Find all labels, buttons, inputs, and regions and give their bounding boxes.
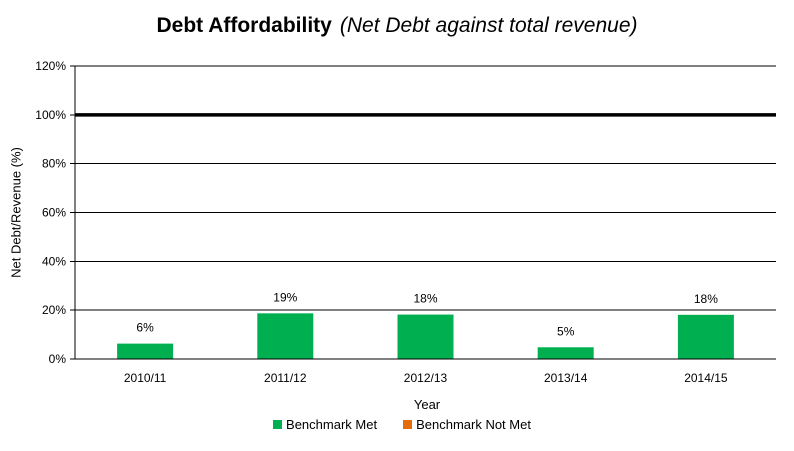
x-tick-label: 2010/11	[124, 371, 167, 385]
bar	[257, 313, 314, 359]
x-tick-label: 2012/13	[404, 371, 448, 385]
x-tick-label: 2013/14	[544, 371, 588, 385]
y-tick-label: 40%	[42, 254, 66, 268]
x-tick-label: 2011/12	[264, 371, 307, 385]
chart-title-main: Debt Affordability	[156, 14, 332, 37]
y-tick-label: 60%	[42, 206, 66, 220]
legend-label-benchmark-not-met: Benchmark Not Met	[416, 417, 531, 432]
legend-swatch-benchmark-not-met	[403, 420, 413, 429]
bar	[117, 343, 174, 359]
y-tick-label: 80%	[42, 157, 66, 171]
bar	[677, 314, 734, 359]
data-label: 18%	[694, 292, 718, 306]
data-label: 18%	[413, 292, 437, 306]
data-label: 5%	[557, 324, 575, 338]
bar	[397, 314, 454, 359]
legend-item-benchmark-not-met: Benchmark Not Met	[403, 417, 531, 432]
chart-subtitle: (Net Debt against total revenue)	[339, 14, 638, 37]
legend-swatch-benchmark-met	[273, 420, 283, 429]
y-tick-label: 20%	[42, 303, 66, 317]
y-tick-label: 100%	[35, 108, 66, 122]
data-label: 6%	[136, 321, 154, 335]
legend: Benchmark Met Benchmark Not Met	[0, 417, 794, 432]
chart-title: Debt Affordability (Net Debt against tota…	[0, 14, 794, 38]
x-axis-label: Year	[413, 397, 441, 412]
y-tick-label: 0%	[49, 352, 67, 366]
bar	[537, 347, 594, 359]
y-tick-label: 120%	[35, 59, 66, 73]
x-tick-label: 2014/15	[684, 371, 728, 385]
legend-item-benchmark-met: Benchmark Met	[273, 417, 377, 432]
y-axis-label: Net Debt/Revenue (%)	[8, 147, 24, 278]
data-label: 19%	[273, 290, 297, 304]
legend-label-benchmark-met: Benchmark Met	[286, 417, 378, 432]
